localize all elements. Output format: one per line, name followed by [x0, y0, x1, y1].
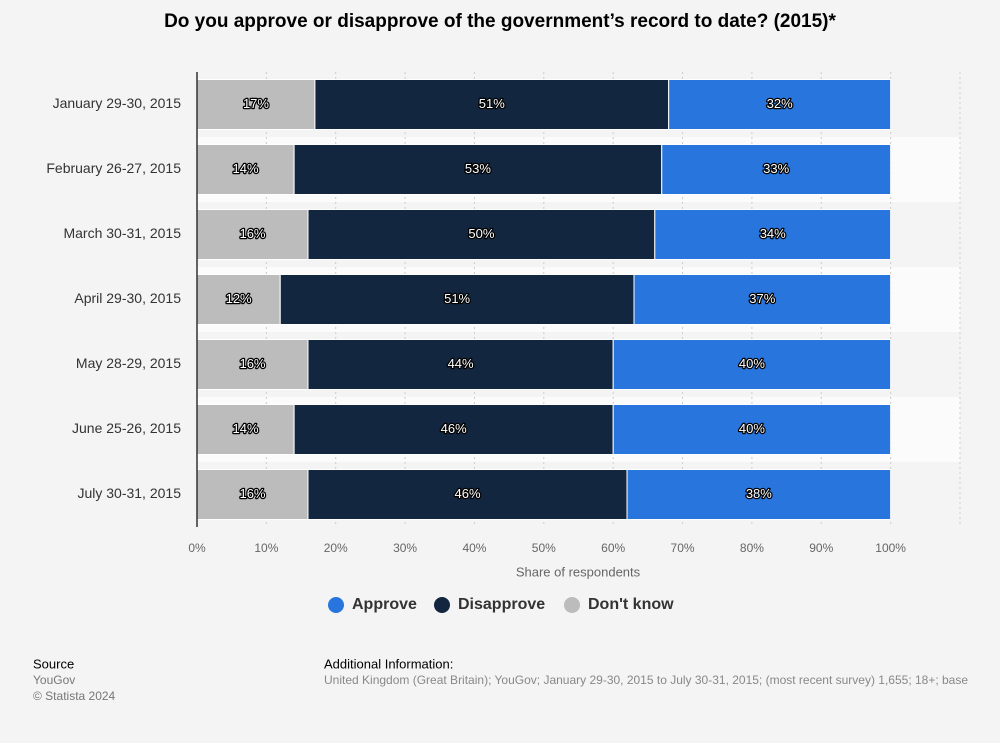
bar-segment: [196, 404, 295, 455]
legend-label: Disapprove: [458, 596, 545, 613]
x-tick-label: 100%: [875, 541, 906, 555]
info-title: Additional Information:: [324, 656, 453, 671]
x-tick-label: 60%: [601, 541, 625, 555]
bar-segment: [626, 469, 892, 520]
bar-segment: [293, 404, 614, 455]
source: YouGov: [33, 673, 75, 687]
x-tick-label: 90%: [809, 541, 833, 555]
value-label: 46%: [455, 486, 481, 501]
bar-segment: [279, 274, 635, 325]
value-label: 40%: [739, 421, 765, 436]
y-tick-label: March 30-31, 2015: [63, 225, 181, 241]
value-label: 32%: [767, 96, 793, 111]
value-label: 16%: [239, 486, 265, 501]
y-tick-label: May 28-29, 2015: [76, 355, 181, 371]
value-label: 14%: [233, 421, 259, 436]
y-tick-label: April 29-30, 2015: [74, 290, 181, 306]
bar-segment: [661, 144, 892, 195]
y-tick-label: July 30-31, 2015: [77, 485, 181, 501]
x-axis-label: Share of respondents: [516, 564, 641, 579]
x-tick-label: 0%: [188, 541, 206, 555]
legend-marker: [328, 597, 344, 613]
legend-label: Approve: [352, 596, 417, 613]
y-tick-label: January 29-30, 2015: [53, 95, 182, 111]
value-label: 37%: [749, 291, 775, 306]
x-tick-label: 50%: [532, 541, 556, 555]
legend-label: Don't know: [588, 596, 674, 613]
bar-segment: [314, 79, 670, 130]
value-label: 44%: [448, 356, 474, 371]
bar-segment: [654, 209, 892, 260]
value-label: 17%: [243, 96, 269, 111]
bar-segment: [293, 144, 663, 195]
copyright: © Statista 2024: [33, 689, 116, 703]
y-tick-label: February 26-27, 2015: [46, 160, 181, 176]
value-label: 51%: [479, 96, 505, 111]
bar-segment: [196, 209, 309, 260]
value-label: 40%: [739, 356, 765, 371]
legend-marker: [434, 597, 450, 613]
x-tick-label: 30%: [393, 541, 417, 555]
info: United Kingdom (Great Britain); YouGov; …: [324, 673, 968, 687]
value-label: 14%: [233, 161, 259, 176]
value-label: 12%: [226, 291, 252, 306]
x-tick-label: 70%: [671, 541, 695, 555]
value-label: 34%: [760, 226, 786, 241]
chart-title: Do you approve or disapprove of the gove…: [164, 11, 836, 32]
value-label: 33%: [763, 161, 789, 176]
value-label: 16%: [239, 356, 265, 371]
value-label: 53%: [465, 161, 491, 176]
bar-segment: [633, 274, 892, 325]
bar-segment: [196, 274, 281, 325]
value-label: 50%: [468, 226, 494, 241]
x-tick-label: 10%: [254, 541, 278, 555]
bar-segment: [307, 469, 628, 520]
bar-segment: [196, 79, 316, 130]
bar-segment: [307, 339, 614, 390]
y-tick-label: June 25-26, 2015: [72, 420, 181, 436]
legend-marker: [564, 597, 580, 613]
value-label: 16%: [239, 226, 265, 241]
value-label: 51%: [444, 291, 470, 306]
x-tick-label: 40%: [462, 541, 486, 555]
bar-segment: [612, 404, 892, 455]
bar-segment: [668, 79, 892, 130]
x-tick-label: 20%: [324, 541, 348, 555]
value-label: 38%: [746, 486, 772, 501]
value-label: 46%: [441, 421, 467, 436]
source-title: Source: [33, 656, 74, 671]
bar-segment: [196, 144, 295, 195]
x-tick-label: 80%: [740, 541, 764, 555]
bar-segment: [612, 339, 892, 390]
bar-segment: [196, 469, 309, 520]
